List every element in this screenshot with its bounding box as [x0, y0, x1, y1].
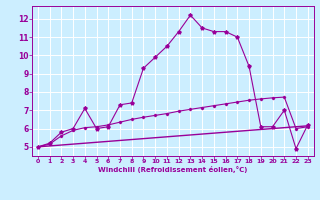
- X-axis label: Windchill (Refroidissement éolien,°C): Windchill (Refroidissement éolien,°C): [98, 166, 247, 173]
